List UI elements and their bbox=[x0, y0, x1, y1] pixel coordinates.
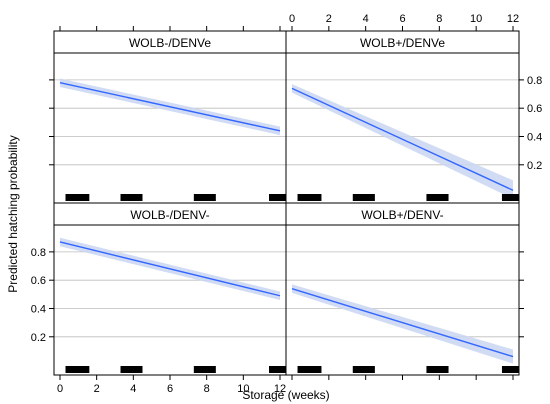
y-tick-label: 0.8 bbox=[31, 247, 46, 259]
x-tick-label: 8 bbox=[204, 383, 210, 395]
x-tick-label: 2 bbox=[94, 383, 100, 395]
x-tick-label: 10 bbox=[237, 383, 249, 395]
fit-line bbox=[291, 87, 514, 191]
panel: WOLB-/DENVe bbox=[49, 26, 287, 204]
x-tick-label: 6 bbox=[167, 383, 173, 395]
fit-line bbox=[59, 82, 281, 132]
x-tick-label: 6 bbox=[399, 13, 405, 25]
rug-bar bbox=[193, 194, 216, 201]
x-tick-label: 2 bbox=[326, 13, 332, 25]
rug-bar bbox=[193, 366, 216, 373]
confidence-band bbox=[292, 84, 513, 199]
panel: WOLB+/DENV- bbox=[285, 202, 524, 380]
rug-bar bbox=[352, 366, 375, 373]
x-tick-label: 12 bbox=[274, 383, 286, 395]
rug-bar bbox=[120, 194, 143, 201]
y-tick-label: 0.8 bbox=[527, 75, 542, 87]
rug-bar bbox=[269, 366, 286, 373]
panel-title: WOLB+/DENV- bbox=[361, 208, 443, 222]
panel-title: WOLB-/DENV- bbox=[130, 208, 209, 222]
y-tick-label: 0.6 bbox=[31, 275, 46, 287]
x-tick-label: 4 bbox=[130, 383, 136, 395]
x-tick-label: 12 bbox=[507, 13, 519, 25]
x-tick-label: 4 bbox=[363, 13, 369, 25]
rug-bar bbox=[120, 366, 143, 373]
confidence-band bbox=[292, 284, 513, 364]
rug-bar bbox=[352, 194, 375, 201]
y-tick-label: 0.2 bbox=[527, 160, 542, 172]
panel-title: WOLB+/DENVe bbox=[360, 36, 445, 50]
rug-bar bbox=[426, 366, 449, 373]
panel: WOLB-/DENV- 0.2 0.4 0.6 0.8 0 2 4 6 8 10 12 bbox=[31, 202, 287, 395]
x-tick-label: 0 bbox=[289, 13, 295, 25]
rug-bar bbox=[501, 366, 519, 373]
x-axis-title: Storage (weeks) bbox=[242, 388, 329, 402]
plot-area: WOLB-/DENVe WOLB+/DENVe 0.2 0.4 0.6 0.8 0 2 4 6 8 1… bbox=[31, 13, 543, 395]
rug-bar bbox=[65, 194, 90, 201]
rug-bar bbox=[297, 366, 322, 373]
fit-line bbox=[59, 241, 281, 297]
y-tick-label: 0.4 bbox=[31, 303, 46, 315]
x-tick-label: 0 bbox=[57, 383, 63, 395]
x-tick-label: 10 bbox=[470, 13, 482, 25]
rug-bar bbox=[269, 194, 286, 201]
panel-title: WOLB-/DENVe bbox=[129, 36, 211, 50]
x-tick-label: 8 bbox=[436, 13, 442, 25]
fit-line bbox=[291, 288, 514, 358]
y-tick-label: 0.2 bbox=[31, 332, 46, 344]
rug-bar bbox=[297, 194, 322, 201]
y-axis-title: Predicted hatching probability bbox=[6, 135, 20, 292]
rug-bar bbox=[426, 194, 449, 201]
rug-bar bbox=[501, 194, 519, 201]
panel: WOLB+/DENVe 0.2 0.4 0.6 0.8 0 2 4 6 8 10 12 bbox=[285, 13, 542, 204]
rug-bar bbox=[65, 366, 90, 373]
y-tick-label: 0.6 bbox=[527, 103, 542, 115]
y-tick-label: 0.4 bbox=[527, 131, 542, 143]
